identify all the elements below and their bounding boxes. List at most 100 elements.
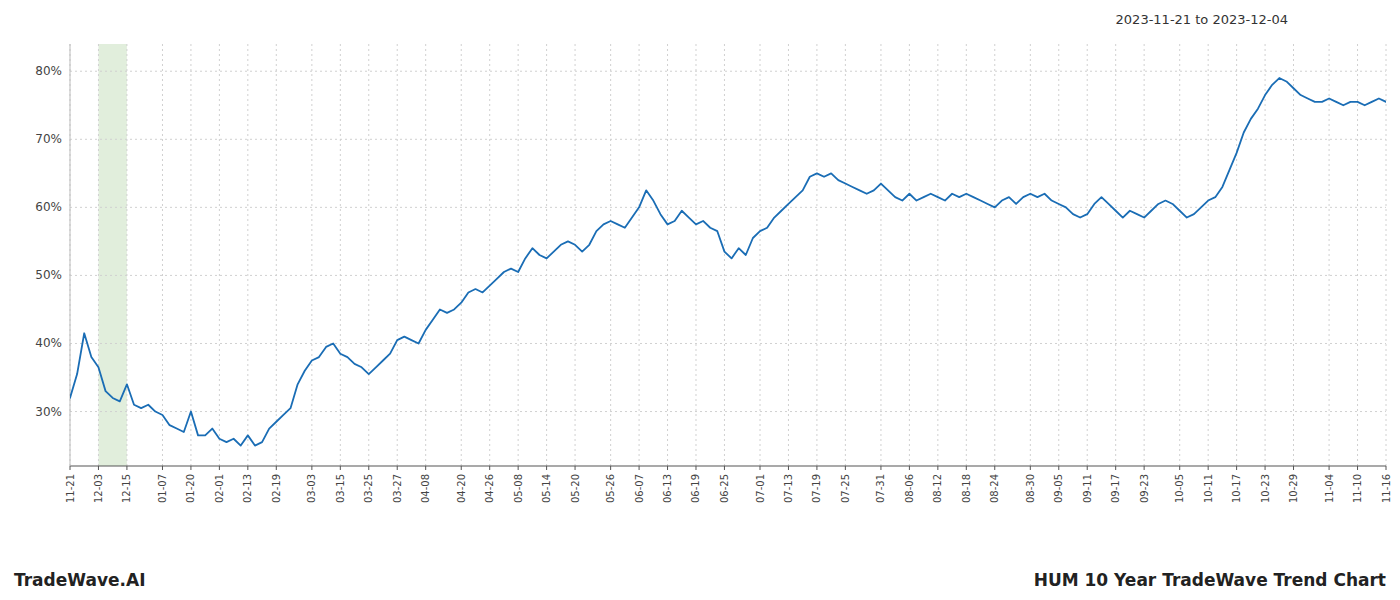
x-tick-label: 08-24	[989, 474, 1000, 503]
x-tick-label: 08-06	[904, 474, 915, 503]
x-grid-line	[219, 44, 220, 466]
x-tick-label: 08-12	[932, 474, 943, 503]
x-grid-line	[311, 44, 312, 466]
x-tick-label: 07-31	[875, 474, 886, 503]
subtitle: 2023-11-21 to 2023-12-04	[1116, 12, 1288, 27]
x-grid-line	[610, 44, 611, 466]
x-grid-line	[1087, 44, 1088, 466]
x-tick-label: 10-29	[1288, 474, 1299, 503]
y-grid-line	[70, 71, 1386, 72]
x-grid-line	[1236, 44, 1237, 466]
x-tick-label: 02-13	[242, 474, 253, 503]
x-grid-line	[70, 44, 71, 466]
y-grid-line	[70, 139, 1386, 140]
x-grid-line	[937, 44, 938, 466]
x-tick-label: 11-16	[1381, 474, 1392, 503]
x-tick-label: 05-14	[541, 474, 552, 503]
x-grid-line	[190, 44, 191, 466]
x-tick-label: 02-01	[214, 474, 225, 503]
highlight-band	[98, 44, 126, 466]
x-tick-label: 08-18	[961, 474, 972, 503]
x-grid-line	[461, 44, 462, 466]
x-grid-line	[575, 44, 576, 466]
x-tick-label: 02-19	[271, 474, 282, 503]
x-tick-label: 05-26	[605, 474, 616, 503]
x-grid-line	[667, 44, 668, 466]
x-tick-label: 07-25	[840, 474, 851, 503]
x-tick-label: 05-20	[570, 474, 581, 503]
y-tick-label: 80%	[35, 64, 62, 78]
x-grid-line	[1179, 44, 1180, 466]
x-tick-label: 11-04	[1324, 474, 1335, 503]
x-tick-label: 04-08	[420, 474, 431, 503]
x-grid-line	[247, 44, 248, 466]
x-grid-line	[724, 44, 725, 466]
x-tick-label: 08-30	[1025, 474, 1036, 503]
x-grid-line	[1115, 44, 1116, 466]
x-grid-line	[1293, 44, 1294, 466]
x-tick-label: 12-03	[93, 474, 104, 503]
x-grid-line	[397, 44, 398, 466]
x-grid-line	[760, 44, 761, 466]
x-grid-line	[909, 44, 910, 466]
x-tick-label: 07-01	[755, 474, 766, 503]
x-tick-label: 10-23	[1260, 474, 1271, 503]
x-tick-label: 10-11	[1203, 474, 1214, 503]
x-tick-label: 12-15	[121, 474, 132, 503]
x-grid-line	[368, 44, 369, 466]
x-grid-line	[1386, 44, 1387, 466]
y-tick-label: 50%	[35, 268, 62, 282]
y-grid-line	[70, 411, 1386, 412]
x-grid-line	[126, 44, 127, 466]
x-tick-label: 04-26	[484, 474, 495, 503]
x-grid-line	[695, 44, 696, 466]
x-grid-line	[880, 44, 881, 466]
x-grid-line	[1208, 44, 1209, 466]
x-grid-line	[1329, 44, 1330, 466]
x-grid-line	[1357, 44, 1358, 466]
x-tick-label: 07-13	[783, 474, 794, 503]
chart: 30%40%50%60%70%80%11-2112-0312-1501-0701…	[0, 0, 1400, 600]
x-tick-label: 10-05	[1174, 474, 1185, 503]
x-tick-label: 09-17	[1110, 474, 1121, 503]
x-tick-label: 03-27	[392, 474, 403, 503]
x-tick-label: 04-20	[456, 474, 467, 503]
x-grid-line	[276, 44, 277, 466]
x-axis-line	[70, 465, 1386, 466]
x-grid-line	[162, 44, 163, 466]
y-tick-label: 60%	[35, 200, 62, 214]
trend-line	[70, 78, 1386, 446]
x-grid-line	[1058, 44, 1059, 466]
x-tick-label: 11-10	[1352, 474, 1363, 503]
y-tick-label: 70%	[35, 132, 62, 146]
chart-container: 30%40%50%60%70%80%11-2112-0312-1501-0701…	[0, 0, 1400, 600]
x-grid-line	[546, 44, 547, 466]
x-grid-line	[1144, 44, 1145, 466]
x-grid-line	[639, 44, 640, 466]
x-grid-line	[518, 44, 519, 466]
x-grid-line	[816, 44, 817, 466]
x-grid-line	[845, 44, 846, 466]
y-grid-line	[70, 207, 1386, 208]
x-tick-label: 06-25	[719, 474, 730, 503]
x-grid-line	[994, 44, 995, 466]
title: HUM 10 Year TradeWave Trend Chart	[1034, 570, 1386, 590]
x-tick-label: 06-13	[662, 474, 673, 503]
x-grid-line	[788, 44, 789, 466]
y-tick-label: 30%	[35, 405, 62, 419]
plot-area	[70, 78, 1386, 446]
brand-label: TradeWave.AI	[14, 570, 145, 590]
x-grid-line	[425, 44, 426, 466]
x-tick-label: 11-21	[65, 474, 76, 503]
x-grid-line	[340, 44, 341, 466]
x-grid-line	[1265, 44, 1266, 466]
x-tick-label: 01-07	[157, 474, 168, 503]
x-grid-line	[98, 44, 99, 466]
x-grid-line	[1030, 44, 1031, 466]
y-grid-line	[70, 275, 1386, 276]
y-grid-line	[70, 343, 1386, 344]
x-tick-label: 09-05	[1053, 474, 1064, 503]
x-tick-label: 09-23	[1139, 474, 1150, 503]
x-tick-label: 05-08	[513, 474, 524, 503]
x-grid-line	[489, 44, 490, 466]
